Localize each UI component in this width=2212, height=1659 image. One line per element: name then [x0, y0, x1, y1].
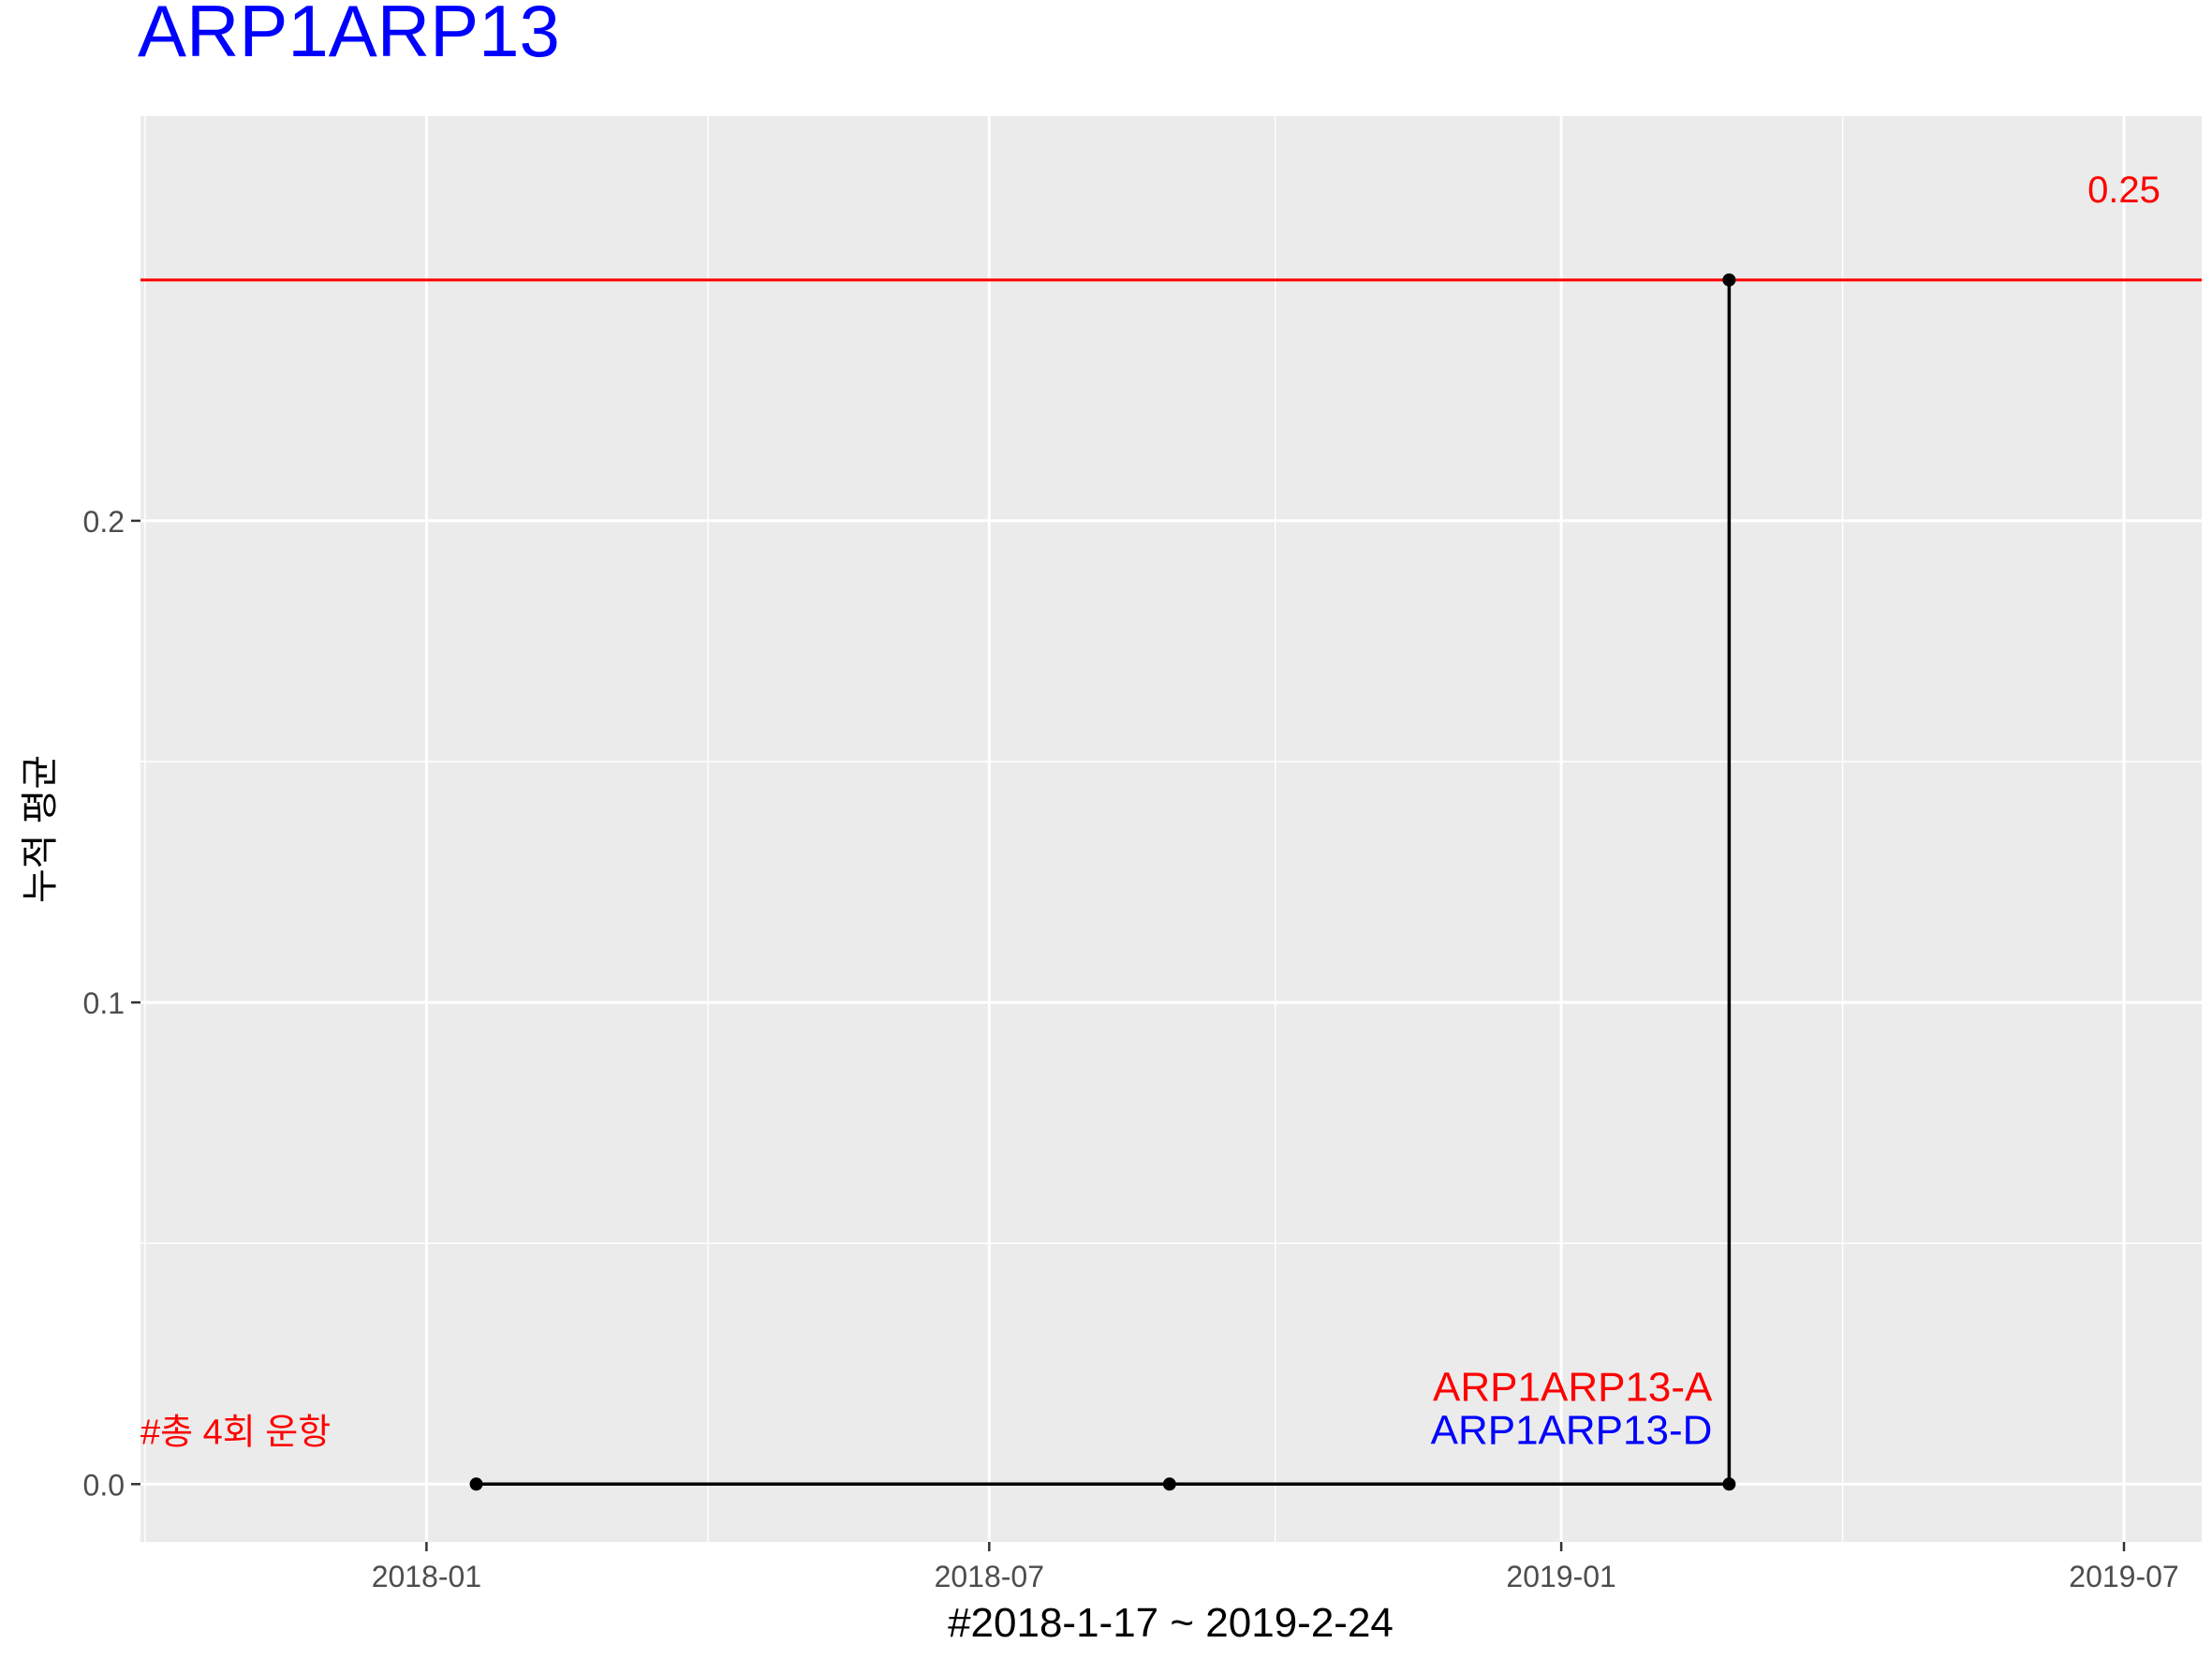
y-axis-label: 누적 평균: [20, 755, 61, 903]
x-tick-label: 2018-07: [935, 1560, 1044, 1593]
x-tick-label: 2018-01: [372, 1560, 481, 1593]
plot-panel: [140, 116, 2202, 1542]
x-tick-label: 2019-01: [1506, 1560, 1615, 1593]
grid-minor-lines: [140, 116, 2202, 1542]
x-tick-label: 2019-07: [2069, 1560, 2178, 1593]
annotation-total-flights: #총 4회 운항: [140, 1414, 331, 1453]
data-point: [1722, 1477, 1736, 1491]
series-step-line: [476, 279, 1732, 1487]
x-axis: 2018-01 2018-07 2019-01 2019-07: [372, 1542, 2179, 1593]
data-point: [1162, 1477, 1176, 1491]
data-point: [1722, 273, 1736, 287]
reference-line-label: 0.25: [2087, 170, 2160, 211]
annotation-route-code: ARP1ARP13-A: [1433, 1364, 1713, 1410]
y-axis: 0.0 0.1 0.2: [83, 505, 140, 1502]
y-tick-label: 0.2: [83, 505, 125, 539]
annotation-route-code: ARP1ARP13-D: [1431, 1408, 1713, 1454]
x-axis-label: #2018-1-17 ~ 2019-2-24: [948, 1600, 1394, 1646]
chart-title: ARP1ARP13: [138, 0, 560, 72]
y-tick-label: 0.1: [83, 986, 125, 1020]
series-layer: [469, 273, 1736, 1491]
data-point: [469, 1477, 483, 1491]
y-tick-label: 0.0: [83, 1468, 125, 1502]
